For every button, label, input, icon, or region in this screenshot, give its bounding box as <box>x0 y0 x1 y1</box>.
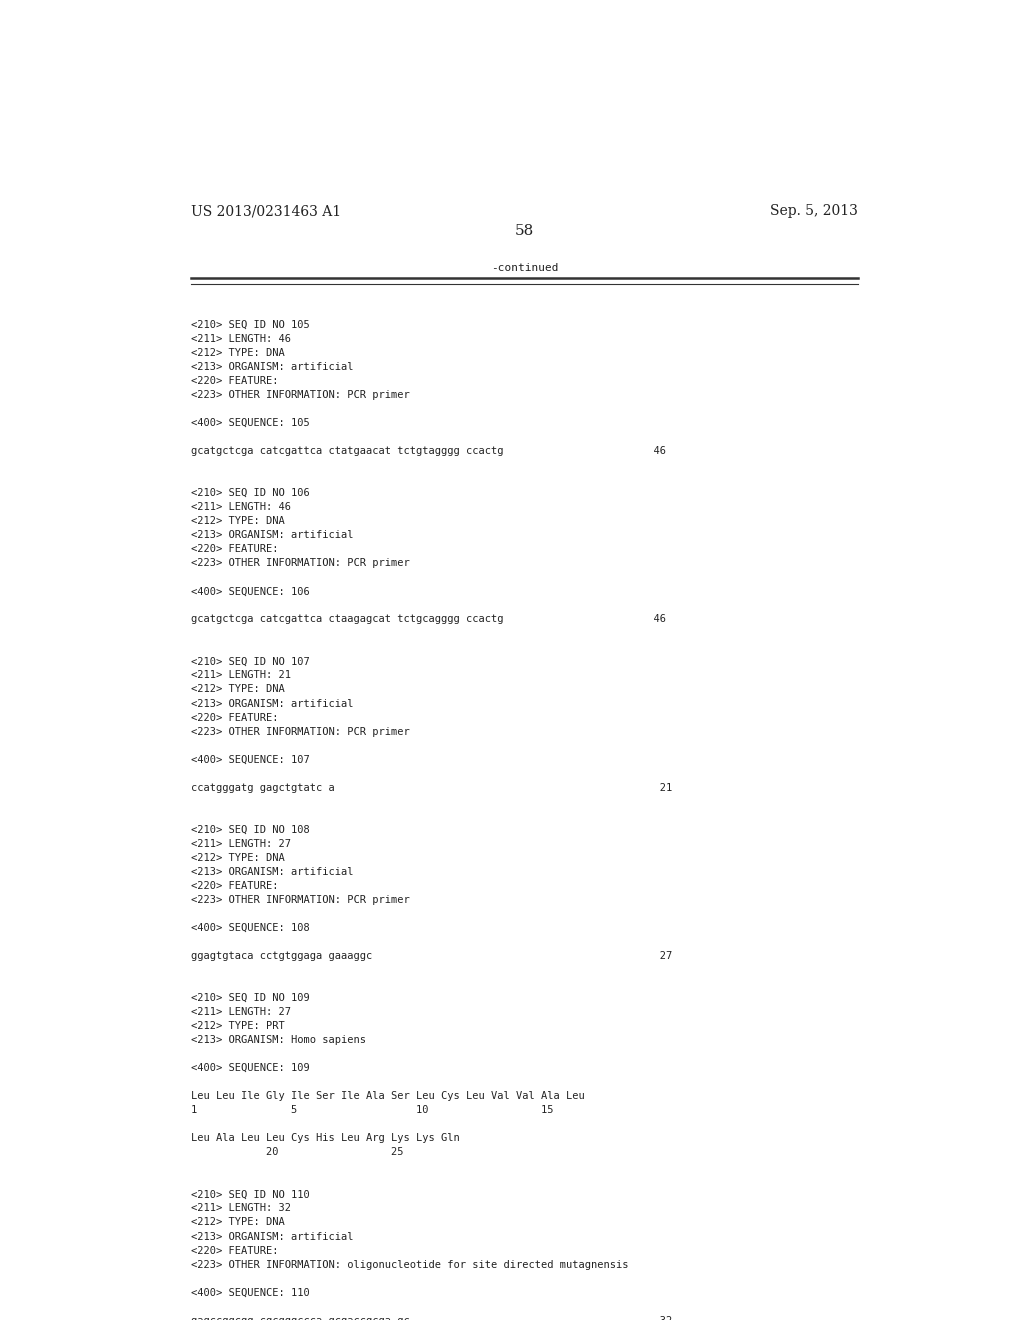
Text: <212> TYPE: PRT: <212> TYPE: PRT <box>191 1022 286 1031</box>
Text: <223> OTHER INFORMATION: PCR primer: <223> OTHER INFORMATION: PCR primer <box>191 726 411 737</box>
Text: gcatgctcga catcgattca ctaagagcat tctgcagggg ccactg                        46: gcatgctcga catcgattca ctaagagcat tctgcag… <box>191 614 667 624</box>
Text: <220> FEATURE:: <220> FEATURE: <box>191 544 279 554</box>
Text: Sep. 5, 2013: Sep. 5, 2013 <box>770 205 858 218</box>
Text: 20                  25: 20 25 <box>191 1147 404 1158</box>
Text: <211> LENGTH: 46: <211> LENGTH: 46 <box>191 502 292 512</box>
Text: <210> SEQ ID NO 107: <210> SEQ ID NO 107 <box>191 656 310 667</box>
Text: <220> FEATURE:: <220> FEATURE: <box>191 880 279 891</box>
Text: -continued: -continued <box>492 263 558 273</box>
Text: <212> TYPE: DNA: <212> TYPE: DNA <box>191 1217 286 1228</box>
Text: ccatgggatg gagctgtatc a                                                    21: ccatgggatg gagctgtatc a 21 <box>191 783 673 793</box>
Text: <223> OTHER INFORMATION: oligonucleotide for site directed mutagnensis: <223> OTHER INFORMATION: oligonucleotide… <box>191 1259 629 1270</box>
Text: <213> ORGANISM: artificial: <213> ORGANISM: artificial <box>191 531 354 540</box>
Text: ggagtgtaca cctgtggaga gaaaggc                                              27: ggagtgtaca cctgtggaga gaaaggc 27 <box>191 950 673 961</box>
Text: <400> SEQUENCE: 108: <400> SEQUENCE: 108 <box>191 923 310 933</box>
Text: <212> TYPE: DNA: <212> TYPE: DNA <box>191 516 286 527</box>
Text: <220> FEATURE:: <220> FEATURE: <box>191 1246 279 1255</box>
Text: <213> ORGANISM: artificial: <213> ORGANISM: artificial <box>191 698 354 709</box>
Text: <220> FEATURE:: <220> FEATURE: <box>191 713 279 722</box>
Text: <210> SEQ ID NO 108: <210> SEQ ID NO 108 <box>191 825 310 834</box>
Text: <211> LENGTH: 32: <211> LENGTH: 32 <box>191 1204 292 1213</box>
Text: <213> ORGANISM: artificial: <213> ORGANISM: artificial <box>191 867 354 876</box>
Text: <212> TYPE: DNA: <212> TYPE: DNA <box>191 685 286 694</box>
Text: 58: 58 <box>515 224 535 239</box>
Text: <211> LENGTH: 21: <211> LENGTH: 21 <box>191 671 292 681</box>
Text: <210> SEQ ID NO 106: <210> SEQ ID NO 106 <box>191 488 310 498</box>
Text: <211> LENGTH: 27: <211> LENGTH: 27 <box>191 838 292 849</box>
Text: <223> OTHER INFORMATION: PCR primer: <223> OTHER INFORMATION: PCR primer <box>191 558 411 568</box>
Text: <400> SEQUENCE: 110: <400> SEQUENCE: 110 <box>191 1287 310 1298</box>
Text: <210> SEQ ID NO 110: <210> SEQ ID NO 110 <box>191 1189 310 1200</box>
Text: <223> OTHER INFORMATION: PCR primer: <223> OTHER INFORMATION: PCR primer <box>191 895 411 906</box>
Text: <220> FEATURE:: <220> FEATURE: <box>191 376 279 385</box>
Text: <213> ORGANISM: artificial: <213> ORGANISM: artificial <box>191 362 354 372</box>
Text: <210> SEQ ID NO 105: <210> SEQ ID NO 105 <box>191 319 310 330</box>
Text: <400> SEQUENCE: 105: <400> SEQUENCE: 105 <box>191 418 310 428</box>
Text: <400> SEQUENCE: 107: <400> SEQUENCE: 107 <box>191 755 310 764</box>
Text: <223> OTHER INFORMATION: PCR primer: <223> OTHER INFORMATION: PCR primer <box>191 389 411 400</box>
Text: <400> SEQUENCE: 106: <400> SEQUENCE: 106 <box>191 586 310 597</box>
Text: US 2013/0231463 A1: US 2013/0231463 A1 <box>191 205 342 218</box>
Text: <211> LENGTH: 27: <211> LENGTH: 27 <box>191 1007 292 1018</box>
Text: <210> SEQ ID NO 109: <210> SEQ ID NO 109 <box>191 993 310 1003</box>
Text: Leu Ala Leu Leu Cys His Leu Arg Lys Lys Gln: Leu Ala Leu Leu Cys His Leu Arg Lys Lys … <box>191 1134 460 1143</box>
Text: <213> ORGANISM: artificial: <213> ORGANISM: artificial <box>191 1232 354 1242</box>
Text: gcatgctcga catcgattca ctatgaacat tctgtagggg ccactg                        46: gcatgctcga catcgattca ctatgaacat tctgtag… <box>191 446 667 455</box>
Text: <213> ORGANISM: Homo sapiens: <213> ORGANISM: Homo sapiens <box>191 1035 367 1045</box>
Text: gagccggcgg cgcgggccca gcgaccgcga gc                                        32: gagccggcgg cgcgggccca gcgaccgcga gc 32 <box>191 1316 673 1320</box>
Text: 1               5                   10                  15: 1 5 10 15 <box>191 1105 554 1115</box>
Text: <400> SEQUENCE: 109: <400> SEQUENCE: 109 <box>191 1063 310 1073</box>
Text: <212> TYPE: DNA: <212> TYPE: DNA <box>191 853 286 863</box>
Text: <211> LENGTH: 46: <211> LENGTH: 46 <box>191 334 292 343</box>
Text: <212> TYPE: DNA: <212> TYPE: DNA <box>191 348 286 358</box>
Text: Leu Leu Ile Gly Ile Ser Ile Ala Ser Leu Cys Leu Val Val Ala Leu: Leu Leu Ile Gly Ile Ser Ile Ala Ser Leu … <box>191 1092 586 1101</box>
